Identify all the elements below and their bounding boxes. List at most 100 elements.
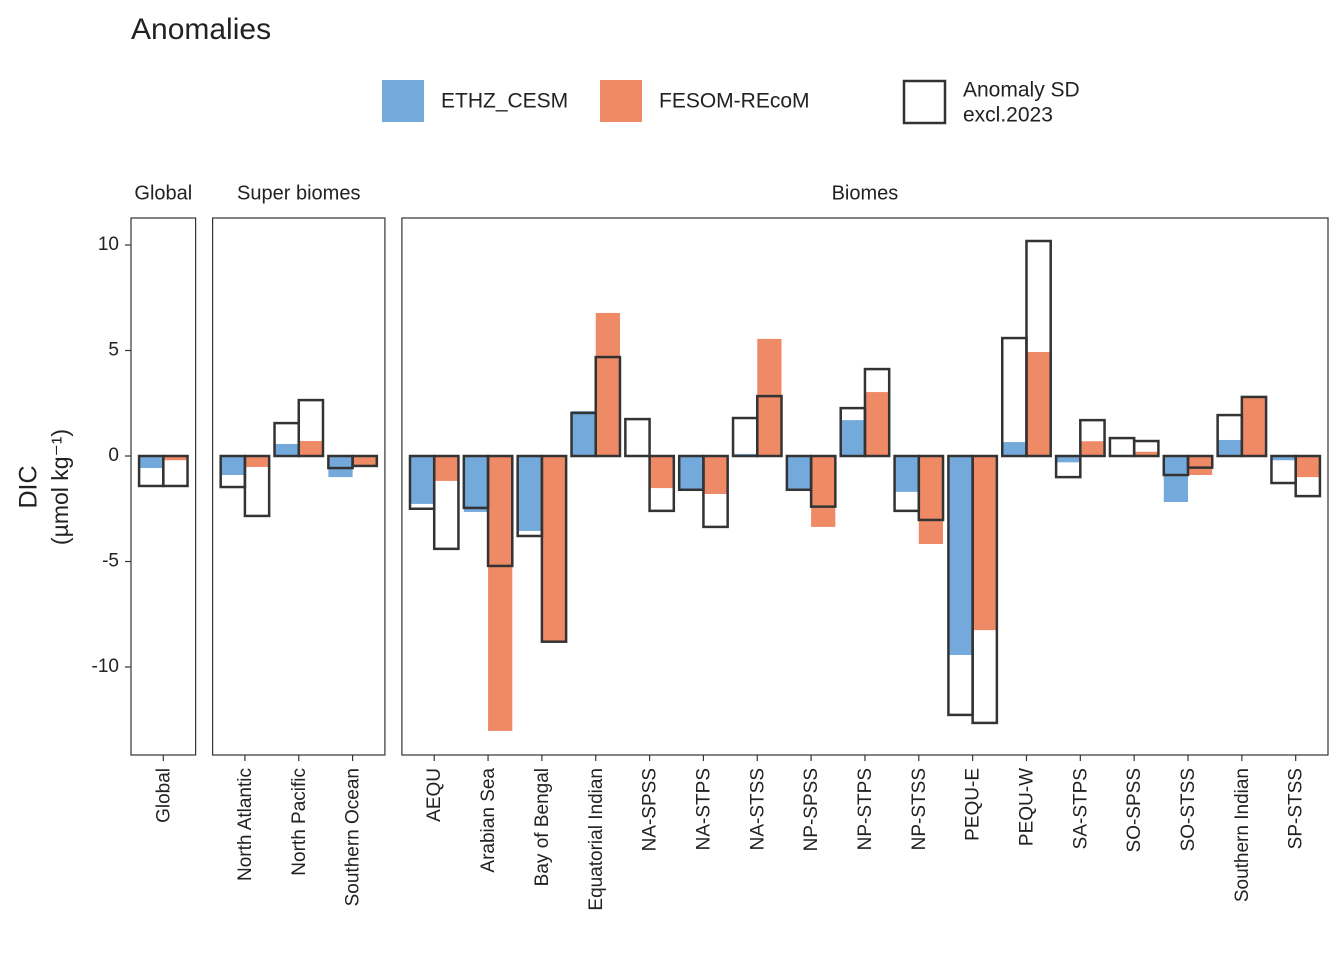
bar: [409, 456, 435, 504]
sd-outline: [863, 367, 891, 458]
sd-outline: [1079, 418, 1106, 458]
x-tick-label: NA-STSS: [747, 768, 768, 850]
sd-outline: [243, 454, 271, 518]
bar: [571, 411, 596, 457]
x-tick-label: North Pacific: [289, 768, 310, 876]
sd-outline: [162, 454, 189, 488]
bar: [918, 456, 944, 544]
bar: [786, 456, 812, 490]
legend-swatch: [600, 80, 642, 122]
legend-label: excl.2023: [963, 104, 1053, 127]
x-tick-label: Southern Ocean: [343, 768, 364, 906]
x-tick-label: NA-SPSS: [640, 768, 661, 851]
bar: [488, 456, 513, 731]
bar: [811, 456, 836, 527]
sd-outline: [594, 355, 622, 458]
bar: [1163, 456, 1189, 503]
bar: [840, 420, 865, 457]
bar: [1217, 439, 1242, 457]
bar: [163, 456, 188, 461]
x-tick-label: Global: [153, 768, 174, 823]
sd-outline: [1054, 454, 1082, 479]
bar: [1026, 351, 1051, 457]
y-axis-label: DIC: [15, 465, 43, 508]
bar: [864, 392, 890, 457]
facet-title: Biomes: [832, 182, 899, 204]
y-tick-label: 10: [98, 234, 119, 255]
y-tick-label: -5: [102, 551, 119, 572]
x-tick-label: Bay of Bengal: [532, 768, 553, 886]
sd-outline: [809, 454, 837, 508]
bar: [679, 456, 704, 492]
facet-title: Super biomes: [237, 182, 360, 204]
bar: [1295, 456, 1320, 478]
sd-outline: [1240, 395, 1268, 458]
x-tick-label: SP-STSS: [1286, 768, 1307, 849]
x-tick-label: Equatorial Indian: [586, 768, 607, 911]
bar: [463, 456, 489, 512]
sd-outline: [731, 416, 759, 458]
chart-title: Anomalies: [131, 13, 271, 46]
sd-outline: [540, 454, 568, 643]
x-tick-label: PEQU-W: [1016, 768, 1037, 846]
sd-outline: [432, 454, 460, 551]
bar: [1241, 396, 1267, 457]
x-tick-label: AEQU: [424, 768, 445, 822]
x-tick-label: NP-STSS: [909, 768, 930, 850]
bar: [139, 456, 164, 469]
x-tick-label: NP-SPSS: [801, 768, 822, 851]
sd-outline: [1132, 439, 1160, 458]
bar: [328, 456, 353, 478]
facet-title: Global: [134, 182, 192, 204]
bar: [298, 441, 323, 457]
panel-border: [401, 217, 1329, 756]
x-tick-label: SO-SPSS: [1124, 768, 1145, 852]
sd-outline: [351, 454, 379, 468]
y-tick-label: 5: [108, 340, 119, 361]
sd-outline: [702, 454, 729, 529]
x-tick-label: Arabian Sea: [478, 768, 499, 873]
sd-outline: [648, 454, 676, 513]
panel-border: [130, 217, 197, 756]
y-tick-label: 0: [108, 445, 119, 466]
bar: [948, 456, 973, 655]
x-tick-label: SO-STSS: [1178, 768, 1199, 851]
bar: [1056, 456, 1081, 463]
x-tick-label: PEQU-E: [963, 768, 984, 841]
y-axis-unit: (µmol kg⁻¹): [47, 429, 73, 545]
bar: [703, 456, 728, 494]
bar: [1134, 451, 1159, 457]
bar: [352, 456, 377, 466]
sd-outline: [1294, 454, 1322, 498]
bar: [517, 456, 542, 531]
x-tick-label: SA-STPS: [1070, 768, 1091, 849]
bar: [244, 456, 270, 467]
x-tick-label: North Atlantic: [235, 768, 256, 881]
bar: [434, 456, 459, 481]
x-tick-label: NA-STPS: [693, 768, 714, 850]
legend-label: Anomaly SD: [963, 79, 1080, 102]
sd-outline: [297, 398, 325, 458]
bar: [972, 456, 997, 631]
legend-swatch: [382, 80, 424, 122]
bar: [1271, 456, 1296, 461]
legend-swatch: [902, 79, 947, 125]
sd-outline: [624, 417, 651, 458]
sd-outline: [1108, 436, 1136, 458]
sd-outline: [1001, 336, 1028, 458]
sd-outline: [756, 394, 783, 458]
sd-outline: [486, 454, 514, 568]
bar: [274, 443, 299, 457]
bar: [541, 456, 567, 642]
sd-outline: [917, 454, 945, 522]
bar: [894, 456, 919, 492]
bar: [1188, 456, 1213, 476]
bar: [649, 456, 674, 489]
bar: [1080, 441, 1105, 457]
legend-label: ETHZ_CESM: [441, 90, 568, 113]
bar: [595, 312, 620, 457]
x-tick-label: Southern Indian: [1232, 768, 1253, 902]
bar: [220, 456, 245, 476]
bar: [1002, 442, 1027, 457]
y-tick-label: -10: [92, 656, 119, 677]
